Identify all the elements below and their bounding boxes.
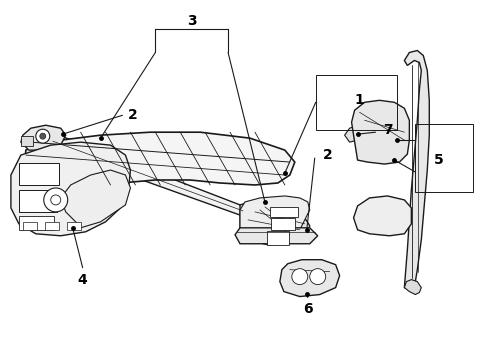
Polygon shape (344, 126, 360, 142)
Polygon shape (51, 135, 245, 217)
Polygon shape (61, 170, 130, 228)
Polygon shape (11, 142, 130, 236)
Bar (271, 218, 295, 230)
Bar (19, 190, 57, 212)
Text: 4: 4 (78, 273, 88, 287)
Polygon shape (404, 50, 429, 289)
Polygon shape (280, 260, 340, 297)
Text: 2: 2 (323, 148, 333, 162)
Text: 5: 5 (434, 153, 444, 167)
Bar (19, 216, 54, 230)
Text: 6: 6 (303, 302, 313, 316)
Circle shape (310, 269, 326, 285)
Text: 3: 3 (187, 14, 197, 28)
Bar (21, 136, 33, 146)
Circle shape (36, 129, 50, 143)
Polygon shape (355, 118, 407, 162)
Text: 7: 7 (383, 123, 392, 137)
Bar (270, 207, 298, 217)
Circle shape (40, 133, 46, 139)
Polygon shape (240, 202, 310, 245)
Polygon shape (235, 228, 318, 244)
Circle shape (51, 195, 61, 205)
Polygon shape (23, 132, 295, 192)
Bar (45, 222, 59, 230)
Bar (316, 75, 397, 130)
Text: 2: 2 (127, 108, 137, 122)
Bar (23, 222, 37, 230)
Polygon shape (21, 125, 66, 150)
Circle shape (44, 188, 68, 212)
Circle shape (292, 269, 308, 285)
Polygon shape (404, 280, 421, 294)
Polygon shape (354, 196, 412, 236)
Bar (267, 231, 289, 245)
Bar (67, 222, 81, 230)
Bar (416, 124, 473, 192)
Polygon shape (352, 100, 409, 164)
Text: 1: 1 (355, 93, 365, 107)
Polygon shape (240, 196, 310, 234)
Polygon shape (362, 130, 399, 154)
Bar (19, 163, 59, 185)
